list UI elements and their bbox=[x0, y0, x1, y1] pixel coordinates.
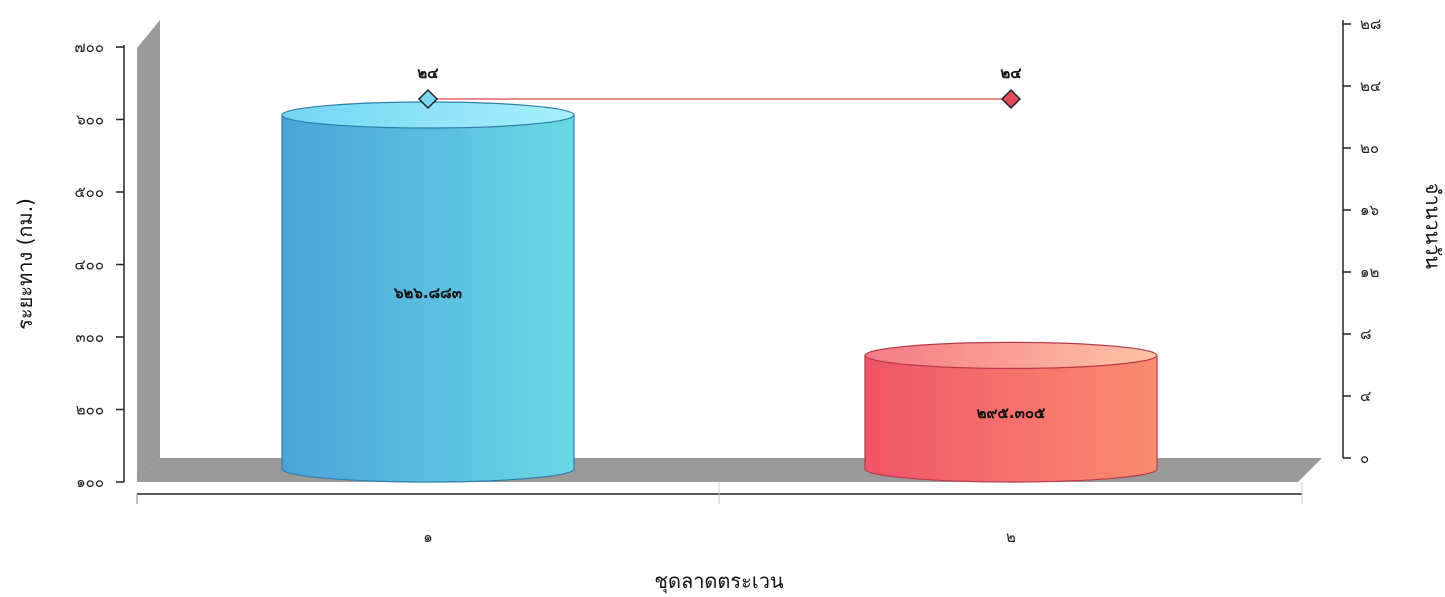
left-axis-tick-label: ๖๐๐ bbox=[76, 111, 104, 129]
back-wall-side bbox=[137, 20, 160, 482]
y2-axis-title: จำนวนวัน bbox=[1421, 183, 1445, 270]
left-axis-tick-label: ๕๐๐ bbox=[74, 183, 104, 201]
left-axis-tick-label: ๑๐๐ bbox=[76, 473, 104, 491]
bar-value-label: ๒๙๕.๓๐๕ bbox=[977, 404, 1046, 422]
right-axis-tick-label: ๐ bbox=[1360, 449, 1369, 467]
x-axis-tick-label: ๑ bbox=[423, 528, 433, 546]
x-axis-title: ชุดลาดตระเวน bbox=[654, 569, 784, 594]
left-axis-tick-label: ๓๐๐ bbox=[75, 328, 104, 346]
right-axis-tick-label: ๔ bbox=[1360, 387, 1371, 405]
x-axis-tick-label: ๒ bbox=[1006, 528, 1016, 546]
left-axis-tick-label: ๗๐๐ bbox=[74, 38, 104, 56]
right-axis-tick-label: ๘ bbox=[1360, 325, 1372, 343]
right-axis-tick-label: ๑๖ bbox=[1360, 201, 1379, 219]
left-axis-tick-label: ๔๐๐ bbox=[74, 256, 104, 274]
y-axis-title: ระยะทาง (กม.) bbox=[13, 198, 37, 330]
left-axis-ticks: ๑๐๐ ๒๐๐ ๓๐๐ ๔๐๐ ๕๐๐ ๖๐๐ ๗๐๐ bbox=[74, 38, 124, 491]
line-point bbox=[417, 88, 439, 110]
right-axis-tick-label: ๒๐ bbox=[1360, 139, 1379, 157]
right-axis-ticks: ๐ ๔ ๘ ๑๒ ๑๖ ๒๐ ๒๔ ๒๘ bbox=[1343, 15, 1381, 467]
x-axis-tick-labels: ๑๒ bbox=[423, 528, 1016, 546]
right-axis-tick-label: ๒๘ bbox=[1360, 15, 1381, 33]
bar-top bbox=[864, 341, 1158, 370]
left-axis-tick-label: ๒๐๐ bbox=[76, 401, 104, 419]
line-point-label: ๒๔ bbox=[1000, 64, 1022, 82]
bar-value-label: ๖๒๖.๘๘๓ bbox=[393, 284, 462, 302]
line-series: ๒๔ ๒๔ bbox=[417, 64, 1022, 110]
bar bbox=[864, 354, 1158, 483]
right-axis-tick-label: ๒๔ bbox=[1360, 77, 1381, 95]
bar bbox=[281, 114, 575, 483]
line-point bbox=[1000, 88, 1022, 110]
right-axis-tick-label: ๑๒ bbox=[1360, 263, 1379, 281]
line-point-label: ๒๔ bbox=[417, 64, 439, 82]
